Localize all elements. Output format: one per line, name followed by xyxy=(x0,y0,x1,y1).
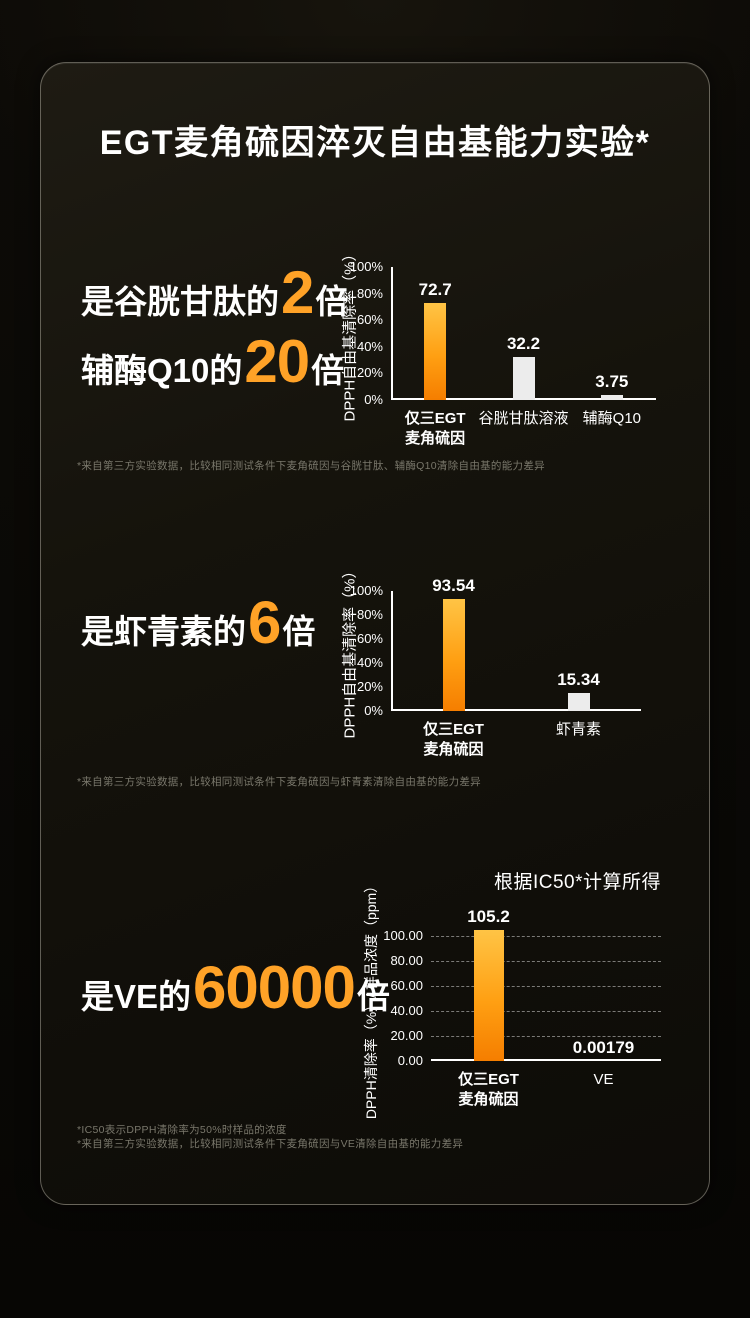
headline-number: 6 xyxy=(248,589,281,656)
y-tick-label: 0% xyxy=(364,392,383,407)
chart-dpph-vs-astaxanthin: DPPH自由基清除率（%） 0% 20% 40% 60% 80% 100% 93.54 仅三EG… xyxy=(336,551,686,851)
content-panel: EGT麦角硫因淬灭自由基能力实验* 是谷胱甘肽的 2 倍 辅酶Q10的 20 倍 DPP… xyxy=(40,62,710,1205)
headline-text: 倍 xyxy=(282,613,316,650)
gridline xyxy=(431,961,661,962)
gridline xyxy=(431,936,661,937)
bar xyxy=(567,692,590,711)
y-tick-label: 0% xyxy=(364,703,383,718)
headline-astaxanthin: 是虾青素的 6 倍 xyxy=(81,591,315,654)
headline-text: 是VE的 xyxy=(81,978,192,1015)
headline-text: 倍 xyxy=(315,283,349,320)
bar xyxy=(512,357,535,400)
y-tick-label: 60% xyxy=(356,631,383,646)
category-label: 仅三EGT 麦角硫因 xyxy=(423,721,484,759)
y-tick-label: 40% xyxy=(356,338,383,354)
plot-area xyxy=(391,591,641,711)
category-label: 仅三EGT 麦角硫因 xyxy=(404,410,466,448)
bar xyxy=(600,395,623,400)
y-tick-label: 100% xyxy=(349,583,383,598)
headline-ve: 是VE的 60000 倍 xyxy=(81,956,390,1019)
y-tick-label: 60.00 xyxy=(390,978,423,993)
footnote: *来自第三方实验数据，比较相同测试条件下麦角硫因与VE清除自由基的能力差异 xyxy=(77,1138,464,1150)
y-tick-label: 80.00 xyxy=(390,953,423,968)
headline-line: 辅酶Q10的 20 倍 xyxy=(81,330,348,393)
y-tick-label: 80% xyxy=(356,285,383,301)
headline-number: 20 xyxy=(244,328,310,395)
plot-area xyxy=(431,936,661,1061)
bar xyxy=(473,929,504,1061)
y-tick-label: 80% xyxy=(356,607,383,622)
value-label: 105.2 xyxy=(467,906,510,926)
footnote: *来自第三方实验数据，比较相同测试条件下麦角硫因与虾青素清除自由基的能力差异 xyxy=(77,776,481,788)
y-tick-label: 0.00 xyxy=(397,1053,423,1068)
gridline xyxy=(431,1036,661,1037)
category-label: 谷胱甘肽溶液 xyxy=(478,410,569,427)
headline-text: 是谷胱甘肽的 xyxy=(81,283,279,320)
value-label: 15.34 xyxy=(557,669,600,689)
footnote: *来自第三方实验数据，比较相同测试条件下麦角硫因与谷胱甘肽、辅酶Q10清除自由基… xyxy=(77,460,545,472)
headline-text: 是虾青素的 xyxy=(81,613,246,650)
headline-text: 倍 xyxy=(356,978,390,1015)
y-tick-label: 20% xyxy=(356,679,383,694)
chart-dpph-vs-glutathione-q10: DPPH自由基清除率（%） 0% 20% 40% 60% 80% 100% 72.7 仅三EGT… xyxy=(336,228,686,528)
category-label: VE xyxy=(593,1071,614,1088)
footnote: *IC50表示DPPH清除率为50%时样品的浓度 xyxy=(77,1124,287,1136)
headline-glutathione-q10: 是谷胱甘肽的 2 倍 辅酶Q10的 20 倍 xyxy=(81,261,348,393)
y-tick-label: 100.00 xyxy=(383,928,423,943)
gridline xyxy=(431,1011,661,1012)
chart-subtitle: 根据IC50*计算所得 xyxy=(493,872,661,893)
headline-line: 是VE的 60000 倍 xyxy=(81,956,390,1019)
y-tick-label: 60% xyxy=(356,312,383,328)
value-label: 32.2 xyxy=(506,334,541,354)
headline-line: 是虾青素的 6 倍 xyxy=(81,591,315,654)
gridline xyxy=(431,986,661,987)
chart-ic50-vs-ve: 根据IC50*计算所得 DPPH清除率（%）/ 样品浓度（ppm） 0.00 20.0… xyxy=(341,861,703,1191)
value-label: 0.00179 xyxy=(572,1037,635,1057)
y-tick-label: 100% xyxy=(349,259,383,274)
category-label: 仅三EGT 麦角硫因 xyxy=(458,1071,519,1109)
y-tick-label: 20% xyxy=(356,365,383,381)
category-label: 辅酶Q10 xyxy=(582,410,642,427)
y-tick-label: 40.00 xyxy=(390,1003,423,1018)
y-axis-label: DPPH清除率（%）/ 样品浓度（ppm） xyxy=(363,878,379,1119)
category-label: 虾青素 xyxy=(555,721,602,738)
headline-number: 2 xyxy=(281,259,314,326)
bar xyxy=(442,598,465,711)
headline-text: 倍 xyxy=(311,352,345,389)
page-title: EGT麦角硫因淬灭自由基能力实验* xyxy=(99,124,651,162)
value-label: 3.75 xyxy=(595,372,629,391)
y-tick-label: 20.00 xyxy=(390,1028,423,1043)
headline-text: 辅酶Q10的 xyxy=(81,352,243,389)
value-label: 72.7 xyxy=(418,280,452,300)
headline-line: 是谷胱甘肽的 2 倍 xyxy=(81,261,348,324)
value-label: 93.54 xyxy=(432,575,475,595)
headline-number: 60000 xyxy=(193,954,356,1021)
bar xyxy=(424,303,447,400)
y-tick-label: 40% xyxy=(356,655,383,670)
